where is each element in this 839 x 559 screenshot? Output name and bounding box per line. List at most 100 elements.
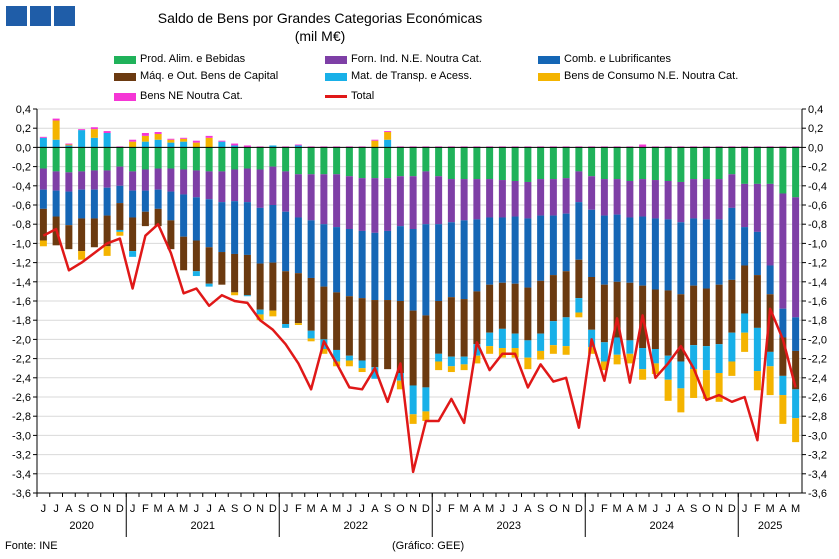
y-tick-label-right: -0,2 (808, 162, 827, 174)
bar-segment (626, 181, 634, 218)
bar-segment (90, 170, 98, 190)
bar-segment (116, 203, 124, 230)
bar-segment (282, 147, 290, 172)
bar-segment (65, 172, 73, 192)
bar-segment (90, 147, 98, 171)
x-tick-label: M (179, 503, 188, 515)
bar-segment (154, 168, 162, 190)
bar-segment (52, 118, 60, 121)
bar-segment (256, 314, 264, 321)
bar-segment (626, 340, 634, 354)
bar-segment (103, 131, 111, 133)
bar-segment (664, 355, 672, 380)
bar-segment (524, 181, 532, 219)
bar-segment (575, 202, 583, 260)
bar-segment (358, 360, 366, 369)
x-tick-label: J (130, 503, 136, 515)
x-tick-label: J (359, 503, 365, 515)
bar-segment (702, 179, 710, 220)
bar-segment (282, 324, 290, 328)
bar-segment (715, 284, 723, 345)
bar-segment (741, 227, 749, 266)
bar-segment (422, 315, 430, 388)
bar-segment (728, 174, 736, 208)
x-tick-label: J (500, 503, 506, 515)
bar-segment (371, 140, 379, 148)
bar-segment (320, 174, 328, 225)
bar-segment (651, 147, 659, 181)
bar-segment (396, 176, 404, 227)
bar-segment (766, 265, 774, 295)
bar-segment (677, 181, 685, 223)
bar-segment (307, 277, 315, 331)
y-tick-label-right: -2,8 (808, 411, 827, 423)
bar-segment (447, 356, 455, 367)
legend-label-fuel: Comb. e Lubrificantes (564, 53, 671, 65)
bar-segment (192, 197, 200, 241)
x-tick-label: N (715, 503, 723, 515)
bar-segment (753, 371, 761, 391)
bar-segment (447, 179, 455, 223)
bar-segment (664, 219, 672, 291)
bar-segment (537, 350, 545, 360)
bar-segment (103, 187, 111, 216)
bar-segment (192, 271, 200, 277)
bar-segment (167, 139, 175, 143)
bar-segment (702, 370, 710, 399)
x-tick-label: A (473, 503, 481, 515)
bar-segment (396, 380, 404, 390)
bar-segment (116, 229, 124, 232)
y-tick-label-right: -0,4 (808, 181, 827, 193)
legend-swatch-total (325, 95, 347, 98)
legend-label-consumer: Bens de Consumo N.E. Noutra Cat. (564, 70, 739, 82)
bar-segment (715, 373, 723, 402)
bar-segment (473, 219, 481, 292)
x-tick-label: M (766, 503, 775, 515)
x-tick-label: O (90, 503, 99, 515)
bar-segment (256, 147, 264, 170)
x-tick-label: J (53, 503, 59, 515)
bar-segment (52, 147, 60, 172)
bar-segment (167, 142, 175, 148)
bar-segment (269, 262, 277, 311)
bar-segment (218, 141, 226, 148)
bar-segment (435, 147, 443, 177)
bar-segment (256, 263, 264, 310)
x-tick-label: S (384, 503, 391, 515)
bar-segment (690, 345, 698, 370)
bar-segment (677, 361, 685, 389)
bar-segment (741, 183, 749, 228)
bar-segment (473, 355, 481, 364)
bar-segment (651, 180, 659, 219)
bar-segment (486, 147, 494, 180)
bar-segment (537, 215, 545, 281)
bar-segment (409, 147, 417, 177)
bar-segment (371, 232, 379, 301)
bar-segment (167, 191, 175, 221)
bar-segment (741, 332, 749, 352)
bar-segment (218, 147, 226, 172)
bar-segment (753, 327, 761, 372)
bar-segment (396, 226, 404, 301)
bar-segment (779, 337, 787, 376)
bar-segment (575, 298, 583, 313)
y-tick-label-left: -3,0 (12, 430, 31, 442)
x-tick-label: A (626, 503, 634, 515)
x-tick-label: A (779, 503, 787, 515)
bar-segment (154, 139, 162, 148)
y-tick-label-right: -1,4 (808, 277, 827, 289)
bar-segment (690, 285, 698, 346)
total-line (42, 222, 797, 474)
y-tick-label-right: -0,6 (808, 200, 827, 212)
bar-segment (205, 199, 213, 248)
x-tick-label: J (665, 503, 671, 515)
x-tick-label: J (436, 503, 442, 515)
bar-segment (345, 147, 353, 177)
bar-segment (103, 246, 111, 256)
bar-segment (524, 287, 532, 341)
y-tick-label-left: -2,8 (12, 411, 31, 423)
bar-segment (256, 207, 264, 264)
bar-segment (447, 297, 455, 357)
x-tick-label: S (78, 503, 85, 515)
bar-segment (307, 220, 315, 278)
